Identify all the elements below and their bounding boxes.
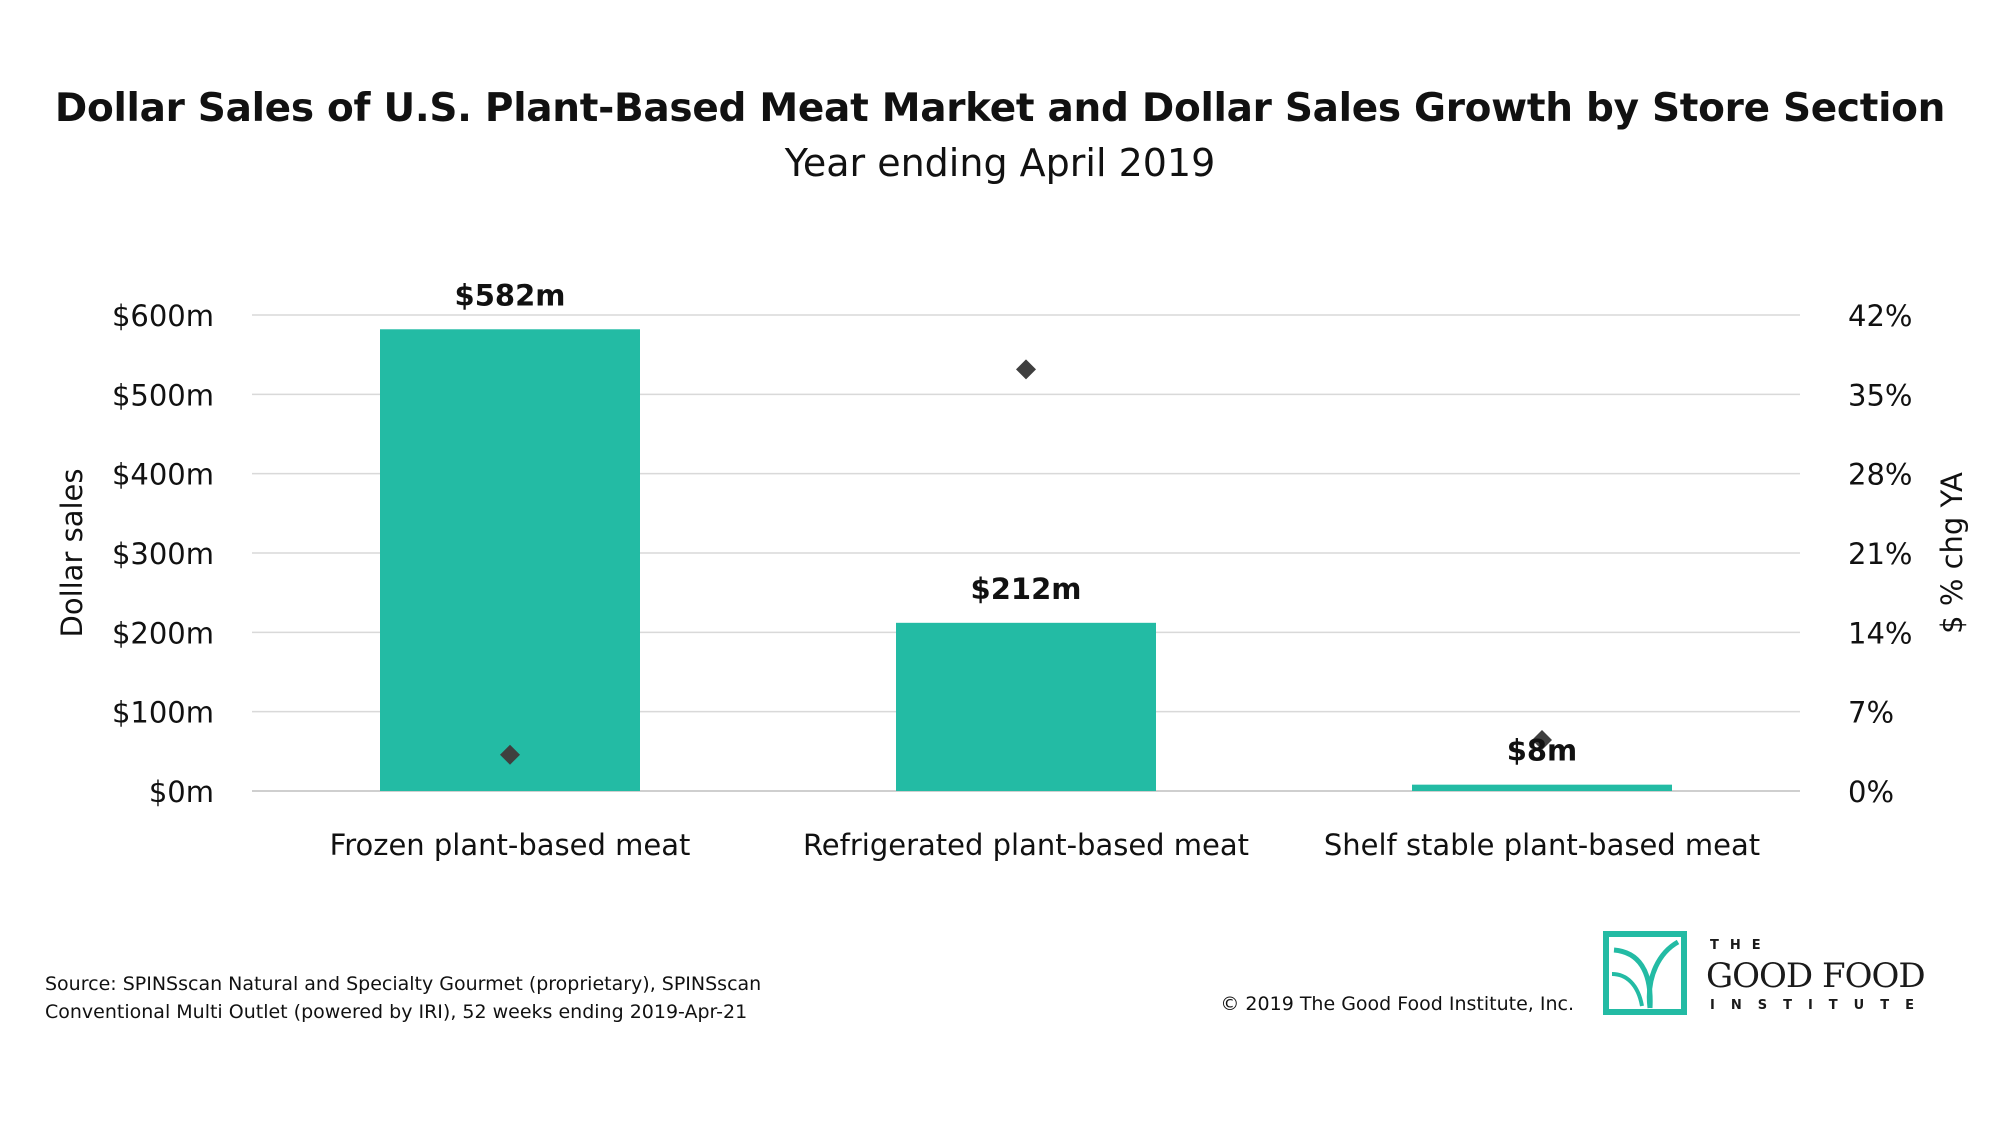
bar-data-label: $212m [971, 572, 1082, 606]
bar-data-label: $8m [1507, 734, 1578, 768]
source-note: Source: SPINSscan Natural and Specialty … [45, 970, 845, 1026]
labels: $0m 0% $100m 7% $200m 14% $300m 21% $400m 28% $500… [55, 278, 1969, 862]
y2-tick-label: 42% [1848, 299, 1912, 333]
source-line-1: Source: SPINSscan Natural and Specialty … [45, 973, 762, 995]
x-category-label: Refrigerated plant-based meat [803, 828, 1249, 862]
logo-text-the: THE [1710, 938, 1772, 953]
leaf-logo-icon [1603, 931, 1687, 1015]
source-line-2: Conventional Multi Outlet (powered by IR… [45, 1001, 748, 1023]
bar [896, 622, 1156, 791]
x-category-label: Shelf stable plant-based meat [1324, 828, 1760, 862]
y-axis-title: Dollar sales [55, 469, 89, 638]
bar-chart: $0m 0% $100m 7% $200m 14% $300m 21% $400m 28% $500… [55, 278, 1969, 862]
chart-subtitle: Year ending April 2019 [784, 141, 1216, 185]
y-tick-label: $0m [149, 775, 214, 809]
growth-marker [500, 744, 520, 765]
bar [1412, 784, 1672, 791]
y-tick-label: $500m [112, 378, 214, 412]
y-tick-label: $600m [112, 299, 214, 333]
y-tick-label: $400m [112, 458, 214, 492]
logo-text-institute: INSTITUTE [1710, 998, 1930, 1013]
bar [380, 329, 640, 791]
gfi-logo: THE GOOD FOOD INSTITUTE [1602, 930, 1932, 1030]
bar-data-label: $582m [455, 278, 566, 312]
y-tick-label: $200m [112, 616, 214, 650]
y2-tick-label: 28% [1848, 458, 1912, 492]
copyright: © 2019 The Good Food Institute, Inc. [1220, 993, 1574, 1015]
growth-marker [1532, 730, 1552, 750]
growth-markers [500, 359, 1552, 765]
y2-axis-title: $ % chg YA [1935, 472, 1969, 634]
growth-marker [1016, 359, 1036, 380]
y-tick-label: $100m [112, 696, 214, 730]
x-category-label: Frozen plant-based meat [330, 828, 691, 862]
y2-tick-label: 0% [1848, 775, 1894, 809]
y2-tick-label: 7% [1848, 696, 1894, 730]
y2-tick-label: 35% [1848, 378, 1912, 412]
bars [380, 329, 1672, 791]
y2-tick-label: 14% [1848, 616, 1912, 650]
y-tick-label: $300m [112, 537, 214, 571]
logo-text-main: GOOD FOOD [1706, 956, 1926, 996]
chart-title: Dollar Sales of U.S. Plant-Based Meat Ma… [54, 86, 1946, 131]
y2-tick-label: 21% [1848, 537, 1912, 571]
